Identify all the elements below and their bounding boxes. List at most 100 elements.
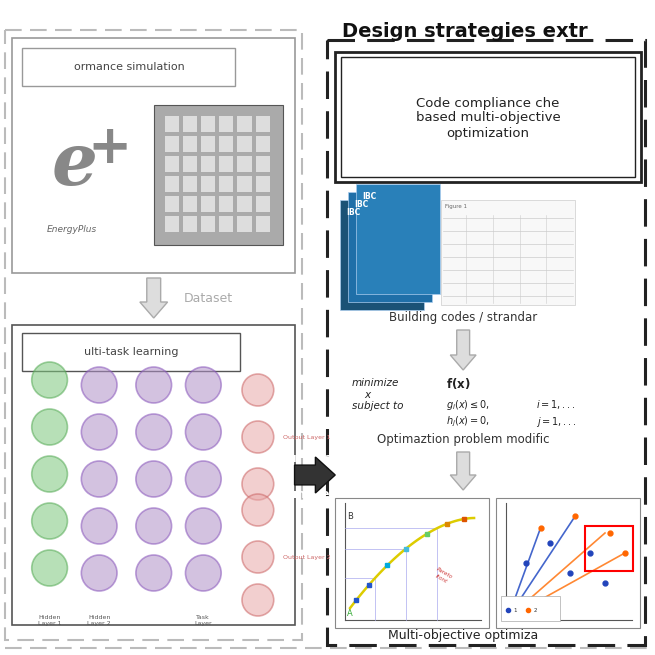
Text: $h_j(x) = 0,$: $h_j(x) = 0,$	[446, 415, 491, 430]
Text: Design strategies extr: Design strategies extr	[342, 22, 588, 41]
Bar	[335, 52, 641, 182]
Text: $j = 1,...$: $j = 1,...$	[536, 415, 576, 429]
Bar	[183, 136, 197, 152]
Bar	[219, 196, 233, 212]
Text: minimize
    x
subject to: minimize x subject to	[352, 378, 403, 411]
Bar	[255, 196, 270, 212]
Circle shape	[136, 461, 172, 497]
Bar	[335, 498, 489, 628]
Bar	[164, 156, 179, 172]
Bar	[22, 333, 240, 371]
Polygon shape	[450, 452, 476, 490]
Circle shape	[81, 461, 117, 497]
Bar	[183, 196, 197, 212]
Circle shape	[136, 555, 172, 591]
Text: IBC: IBC	[354, 200, 368, 209]
Circle shape	[31, 362, 67, 398]
Circle shape	[136, 414, 172, 450]
Bar	[219, 216, 233, 232]
Text: IBC: IBC	[362, 192, 376, 201]
Circle shape	[31, 409, 67, 445]
Bar	[201, 176, 215, 192]
Bar	[183, 116, 197, 132]
Bar	[237, 136, 252, 152]
Bar	[356, 184, 440, 294]
Bar	[237, 216, 252, 232]
Bar	[201, 116, 215, 132]
Bar	[164, 176, 179, 192]
Bar	[154, 105, 283, 245]
Text: B: B	[347, 512, 353, 521]
Polygon shape	[140, 278, 168, 318]
Circle shape	[185, 508, 221, 544]
Bar	[237, 156, 252, 172]
Text: Output Layer 2: Output Layer 2	[283, 555, 330, 559]
Bar	[164, 216, 179, 232]
Bar	[219, 156, 233, 172]
Bar	[12, 38, 295, 273]
Bar	[237, 116, 252, 132]
Bar	[183, 156, 197, 172]
Bar	[441, 200, 575, 305]
Text: EnergyPlus: EnergyPlus	[47, 225, 96, 234]
Text: A: A	[347, 609, 353, 618]
Bar	[255, 216, 270, 232]
Bar	[255, 136, 270, 152]
Bar	[255, 156, 270, 172]
Bar	[22, 48, 235, 86]
Bar	[341, 57, 635, 177]
Bar	[501, 596, 561, 621]
Circle shape	[185, 367, 221, 403]
Circle shape	[81, 508, 117, 544]
Bar	[219, 116, 233, 132]
Circle shape	[242, 494, 274, 526]
Text: Hidden
Layer 1: Hidden Layer 1	[38, 615, 62, 626]
Circle shape	[31, 456, 67, 492]
Bar	[201, 216, 215, 232]
Circle shape	[185, 414, 221, 450]
Bar	[12, 325, 295, 625]
Text: 1: 1	[514, 607, 517, 612]
Text: ulti-task learning: ulti-task learning	[84, 347, 178, 357]
Circle shape	[81, 367, 117, 403]
Circle shape	[185, 461, 221, 497]
Bar	[340, 200, 424, 310]
Text: +: +	[87, 122, 131, 174]
Text: model: model	[293, 488, 333, 501]
Text: $g_i(x) \leq 0,$: $g_i(x) \leq 0,$	[446, 398, 491, 412]
Bar	[255, 176, 270, 192]
Text: $\mathbf{f(x)}$: $\mathbf{f(x)}$	[446, 376, 471, 391]
Bar	[201, 156, 215, 172]
Text: Code compliance che
based multi-objective
optimization: Code compliance che based multi-objectiv…	[415, 96, 560, 140]
Text: IBC: IBC	[346, 208, 360, 217]
Bar	[348, 192, 432, 302]
Bar	[164, 196, 179, 212]
Text: Hidden
Layer 2: Hidden Layer 2	[87, 615, 111, 626]
Text: Task
Layer: Task Layer	[195, 615, 212, 626]
Circle shape	[242, 541, 274, 573]
Circle shape	[242, 374, 274, 406]
Bar	[585, 526, 633, 571]
Polygon shape	[450, 330, 476, 370]
Text: Surrogate: Surrogate	[280, 452, 346, 465]
Bar	[201, 196, 215, 212]
Polygon shape	[295, 457, 335, 493]
Circle shape	[81, 555, 117, 591]
Text: Building codes / strandar: Building codes / strandar	[389, 312, 537, 324]
Bar	[164, 116, 179, 132]
Bar	[164, 136, 179, 152]
Circle shape	[242, 468, 274, 500]
Circle shape	[136, 508, 172, 544]
Bar	[183, 176, 197, 192]
Circle shape	[185, 555, 221, 591]
Bar	[496, 498, 640, 628]
Text: $i = 1,...$: $i = 1,...$	[536, 398, 576, 411]
Text: ormance simulation: ormance simulation	[73, 62, 184, 72]
Bar	[201, 136, 215, 152]
Bar	[183, 216, 197, 232]
Circle shape	[242, 584, 274, 616]
Text: Pareto
front: Pareto front	[432, 567, 453, 585]
Text: Figure 1: Figure 1	[445, 204, 467, 209]
Circle shape	[81, 414, 117, 450]
Bar	[328, 40, 645, 645]
